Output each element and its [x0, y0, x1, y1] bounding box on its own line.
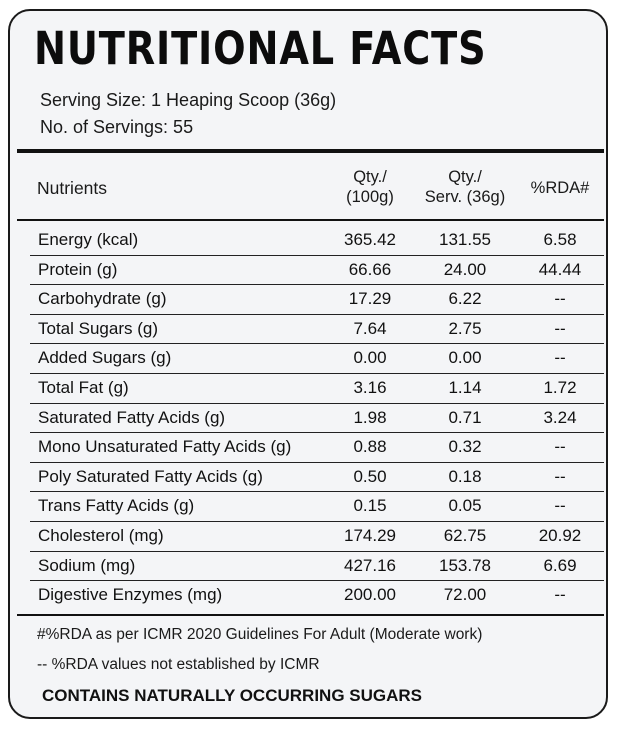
header-qty-100g-line2: (100g) — [346, 188, 394, 206]
qty-per-serving: 1.14 — [448, 377, 482, 397]
nutrient-name: Total Fat (g) — [38, 377, 129, 397]
qty-per-serving: 24.00 — [443, 259, 487, 279]
nutrient-name: Cholesterol (mg) — [38, 525, 164, 545]
table-bottom-divider — [17, 614, 604, 616]
qty-per-serving: 0.32 — [448, 437, 482, 457]
nutrient-table: Energy (kcal) 365.42 131.55 6.58 Protein (g)… — [30, 226, 604, 611]
header-qty-serving: Qty./ Serv. (36g) — [413, 167, 517, 207]
qty-per-serving: 72.00 — [443, 585, 487, 605]
rda-value: -- — [554, 585, 566, 605]
table-row: Protein (g) 66.66 24.00 44.44 — [30, 256, 604, 286]
qty-per-serving: 153.78 — [439, 555, 491, 575]
qty-per-100g: 0.15 — [353, 496, 387, 516]
qty-per-serving: 62.75 — [443, 525, 487, 545]
label-title: NUTRITIONAL FACTS — [34, 22, 487, 75]
table-row: Carbohydrate (g) 17.29 6.22 -- — [30, 285, 604, 315]
number-of-servings: No. of Servings: 55 — [40, 117, 194, 137]
nutrient-name: Added Sugars (g) — [38, 348, 172, 368]
table-row: Saturated Fatty Acids (g) 1.98 0.71 3.24 — [30, 404, 604, 434]
nutrient-name: Total Sugars (g) — [38, 318, 158, 338]
nutrient-name: Protein (g) — [38, 259, 118, 279]
header-qty-100g-line1: Qty./ — [353, 168, 387, 186]
rda-value: 44.44 — [538, 259, 582, 279]
rda-value: -- — [554, 348, 566, 368]
qty-per-100g: 0.50 — [353, 466, 387, 486]
qty-per-serving: 6.22 — [448, 289, 482, 309]
nutrient-name: Trans Fatty Acids (g) — [38, 496, 195, 516]
rda-value: 20.92 — [538, 525, 582, 545]
nutrient-name: Carbohydrate (g) — [38, 289, 167, 309]
rda-value: 1.72 — [543, 377, 577, 397]
rda-value: -- — [554, 289, 566, 309]
qty-per-100g: 3.16 — [353, 377, 387, 397]
nutrient-name: Sodium (mg) — [38, 555, 136, 575]
table-row: Total Sugars (g) 7.64 2.75 -- — [30, 315, 604, 345]
serving-size: Serving Size: 1 Heaping Scoop (36g) — [40, 90, 337, 110]
qty-per-100g: 200.00 — [344, 585, 396, 605]
qty-per-serving: 131.55 — [439, 230, 491, 249]
qty-per-100g: 0.00 — [353, 348, 387, 368]
table-row: Total Fat (g) 3.16 1.14 1.72 — [30, 374, 604, 404]
rda-value: -- — [554, 318, 566, 338]
table-row: Poly Saturated Fatty Acids (g) 0.50 0.18 -- — [30, 463, 604, 493]
footnote-rda-source: #%RDA as per ICMR 2020 Guidelines For Ad… — [37, 626, 483, 643]
table-row: Added Sugars (g) 0.00 0.00 -- — [30, 344, 604, 374]
table-row: Energy (kcal) 365.42 131.55 6.58 — [30, 226, 604, 256]
rda-value: -- — [554, 437, 566, 457]
header-rda: %RDA# — [530, 179, 590, 197]
qty-per-100g: 1.98 — [353, 407, 387, 427]
table-row: Sodium (mg) 427.16 153.78 6.69 — [30, 552, 604, 582]
qty-per-serving: 0.18 — [448, 466, 482, 486]
qty-per-100g: 0.88 — [353, 437, 387, 457]
qty-per-100g: 174.29 — [344, 525, 396, 545]
table-row: Digestive Enzymes (mg) 200.00 72.00 -- — [30, 581, 604, 611]
nutrient-name: Saturated Fatty Acids (g) — [38, 407, 226, 427]
header-qty-serving-line1: Qty./ — [448, 168, 482, 186]
header-qty-100g: Qty./ (100g) — [330, 167, 410, 207]
footnote-rda-not-established: -- %RDA values not established by ICMR — [37, 656, 320, 673]
nutrient-name: Poly Saturated Fatty Acids (g) — [38, 466, 263, 486]
header-divider — [17, 219, 604, 221]
nutrition-label-panel — [8, 9, 608, 719]
qty-per-100g: 7.64 — [353, 318, 387, 338]
rda-value: -- — [554, 466, 566, 486]
rda-value: 6.58 — [543, 230, 577, 249]
qty-per-100g: 427.16 — [344, 555, 396, 575]
table-row: Cholesterol (mg) 174.29 62.75 20.92 — [30, 522, 604, 552]
nutrient-name: Energy (kcal) — [38, 230, 139, 249]
header-nutrients: Nutrients — [37, 178, 108, 198]
qty-per-serving: 2.75 — [448, 318, 482, 338]
nutrient-name: Mono Unsaturated Fatty Acids (g) — [38, 437, 292, 457]
qty-per-100g: 365.42 — [344, 230, 396, 249]
contains-statement: CONTAINS NATURALLY OCCURRING SUGARS — [42, 686, 422, 705]
table-row: Mono Unsaturated Fatty Acids (g) 0.88 0.32… — [30, 433, 604, 463]
header-qty-serving-line2: Serv. (36g) — [424, 188, 506, 206]
table-row: Trans Fatty Acids (g) 0.15 0.05 -- — [30, 492, 604, 522]
qty-per-serving: 0.05 — [448, 496, 482, 516]
nutrient-name: Digestive Enzymes (mg) — [38, 585, 223, 605]
qty-per-100g: 17.29 — [348, 289, 392, 309]
rda-value: 3.24 — [543, 407, 577, 427]
rda-value: -- — [554, 496, 566, 516]
rda-value: 6.69 — [543, 555, 577, 575]
qty-per-serving: 0.00 — [448, 348, 482, 368]
qty-per-serving: 0.71 — [448, 407, 482, 427]
title-divider — [17, 149, 604, 153]
qty-per-100g: 66.66 — [348, 259, 392, 279]
